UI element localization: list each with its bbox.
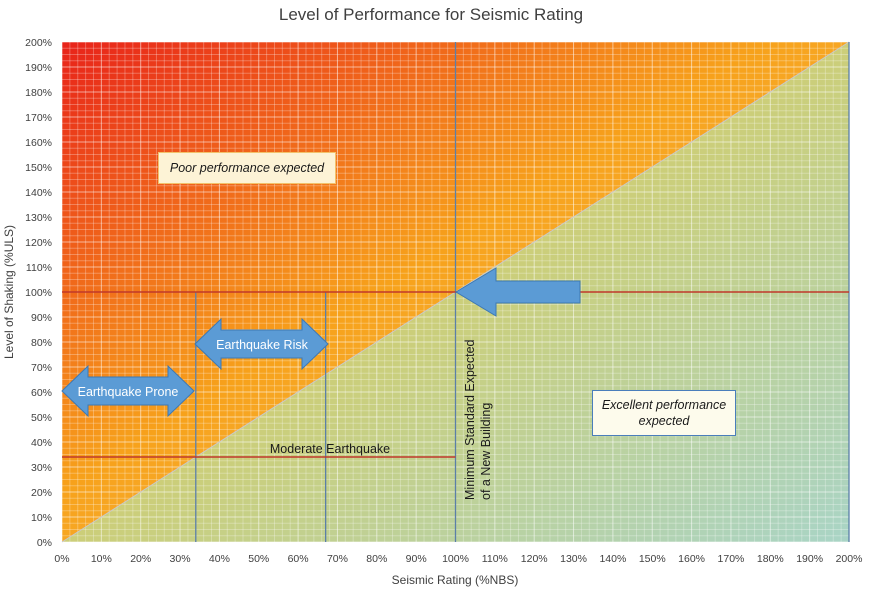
y-tick-label: 70% xyxy=(31,362,52,374)
y-tick-label: 200% xyxy=(25,37,52,49)
poor-performance-note: Poor performance expected xyxy=(158,152,336,184)
x-tick-label: 200% xyxy=(836,553,863,565)
x-tick-label: 120% xyxy=(521,553,548,565)
y-axis-ticks: 0% 10% 20% 30% 40% 50% 60% 70% 80% 90% 100% 110% 120… xyxy=(25,37,52,549)
x-tick-label: 170% xyxy=(718,553,745,565)
x-tick-label: 60% xyxy=(288,553,309,565)
y-tick-label: 10% xyxy=(31,512,52,524)
y-tick-label: 60% xyxy=(31,387,52,399)
x-tick-label: 160% xyxy=(678,553,705,565)
earthquake-prone-arrow xyxy=(61,364,195,418)
x-tick-label: 10% xyxy=(91,553,112,565)
y-tick-label: 140% xyxy=(25,187,52,199)
x-tick-label: 130% xyxy=(560,553,587,565)
x-tick-label: 190% xyxy=(796,553,823,565)
y-tick-label: 120% xyxy=(25,237,52,249)
minimum-standard-line1: Minimum Standard Expected xyxy=(463,339,477,500)
y-tick-label: 30% xyxy=(31,462,52,474)
y-tick-label: 150% xyxy=(25,162,52,174)
x-tick-label: 90% xyxy=(406,553,427,565)
y-tick-label: 160% xyxy=(25,137,52,149)
chart-title: Level of Performance for Seismic Rating xyxy=(279,5,583,24)
y-tick-label: 0% xyxy=(37,537,52,549)
y-axis-title: Level of Shaking (%ULS) xyxy=(2,225,16,359)
excellent-note-line1: Excellent performance xyxy=(601,398,727,412)
x-axis-ticks: 0% 10% 20% 30% 40% 50% 60% 70% 80% 90% 100% 110% 120… xyxy=(54,553,862,565)
y-tick-label: 90% xyxy=(31,312,52,324)
x-tick-label: 140% xyxy=(599,553,626,565)
y-tick-label: 80% xyxy=(31,337,52,349)
x-tick-label: 100% xyxy=(442,553,469,565)
y-tick-label: 130% xyxy=(25,212,52,224)
x-tick-label: 0% xyxy=(54,553,69,565)
y-tick-label: 20% xyxy=(31,487,52,499)
y-tick-label: 50% xyxy=(31,412,52,424)
y-tick-label: 190% xyxy=(25,62,52,74)
x-tick-label: 40% xyxy=(209,553,230,565)
y-tick-label: 40% xyxy=(31,437,52,449)
minimum-standard-line2: of a New Building xyxy=(479,403,493,500)
minimum-standard-label: Minimum Standard Expected of a New Build… xyxy=(463,339,493,500)
y-tick-label: 170% xyxy=(25,112,52,124)
y-tick-label: 180% xyxy=(25,87,52,99)
x-tick-label: 110% xyxy=(482,553,508,565)
x-tick-label: 180% xyxy=(757,553,784,565)
x-tick-label: 70% xyxy=(327,553,348,565)
earthquake-risk-arrow xyxy=(194,317,329,371)
y-tick-label: 100% xyxy=(25,287,52,299)
x-tick-label: 30% xyxy=(170,553,191,565)
x-tick-label: 80% xyxy=(366,553,387,565)
moderate-earthquake-label: Moderate Earthquake xyxy=(270,442,390,456)
earthquake-prone-label: Earthquake Prone xyxy=(78,385,179,399)
excellent-note-line2: expected xyxy=(638,414,690,428)
x-tick-label: 50% xyxy=(248,553,269,565)
left-arrow xyxy=(455,267,581,317)
x-tick-label: 20% xyxy=(130,553,151,565)
excellent-performance-note: Excellent performance expected xyxy=(592,390,736,436)
x-axis-title: Seismic Rating (%NBS) xyxy=(392,573,519,587)
earthquake-risk-label: Earthquake Risk xyxy=(216,338,308,352)
y-tick-label: 110% xyxy=(26,262,52,274)
x-tick-label: 150% xyxy=(639,553,666,565)
